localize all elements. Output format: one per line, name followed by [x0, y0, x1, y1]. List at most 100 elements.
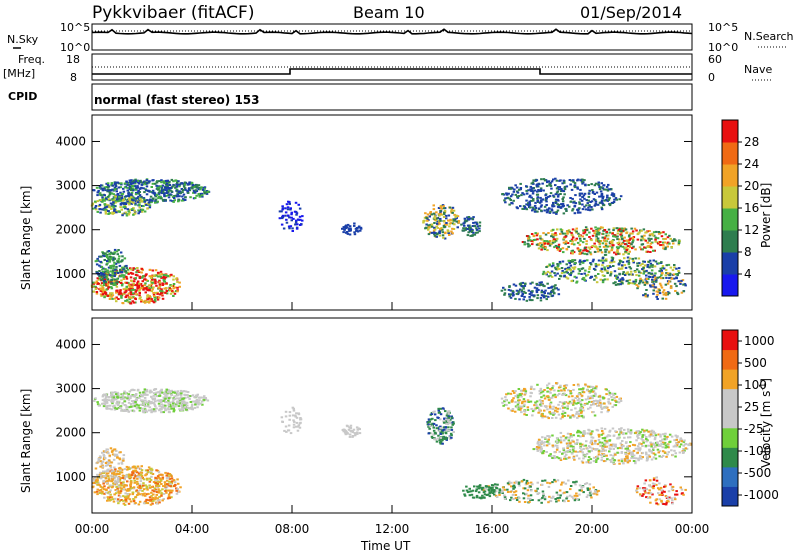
echo-cell: [165, 292, 169, 295]
echo-cell: [141, 284, 144, 287]
echo-cell: [101, 208, 104, 211]
echo-cell: [180, 409, 183, 412]
echo-cell: [611, 392, 614, 395]
echo-cell: [551, 204, 554, 207]
echo-cell: [100, 184, 103, 187]
echo-cell: [530, 294, 533, 297]
echo-cell: [149, 277, 153, 279]
echo-cell: [598, 399, 602, 402]
echo-cell: [194, 400, 197, 403]
echo-cell: [652, 259, 655, 262]
echo-cell: [597, 273, 600, 275]
echo-cell: [642, 260, 645, 263]
echo-cell: [614, 253, 618, 256]
echo-cell: [533, 189, 537, 192]
echo-cell: [103, 204, 107, 207]
echo-cell: [542, 270, 546, 273]
echo-cell: [108, 399, 111, 402]
echo-cell: [129, 288, 132, 290]
echo-cell: [178, 195, 181, 198]
echo-cell: [349, 229, 352, 232]
echo-cell: [600, 411, 603, 414]
echo-cell: [136, 483, 139, 486]
echo-cell: [119, 271, 123, 274]
echo-cell: [134, 401, 137, 403]
echo-cell: [96, 493, 99, 496]
echo-cell: [515, 206, 519, 209]
echo-cell: [138, 391, 142, 394]
echo-cell: [662, 289, 666, 292]
echo-cell: [122, 502, 126, 505]
echo-cell: [96, 191, 99, 194]
echo-cell: [559, 248, 563, 251]
echo-cell: [201, 186, 205, 189]
echo-cell: [540, 243, 544, 246]
echo-cell: [113, 248, 117, 251]
echo-cell: [98, 186, 102, 189]
echo-cell: [160, 492, 163, 495]
echo-cell: [126, 201, 130, 204]
echo-cell: [178, 285, 181, 288]
echo-cell: [292, 409, 296, 412]
echo-cell: [429, 432, 433, 435]
echo-cell: [525, 185, 528, 188]
echo-cell: [444, 426, 447, 429]
echo-cell: [677, 267, 681, 270]
echo-cell: [602, 279, 605, 282]
echo-cell: [160, 276, 163, 279]
echo-cell: [638, 231, 641, 234]
echo-cell: [345, 231, 349, 233]
echo-cell: [581, 196, 584, 199]
echo-cell: [168, 408, 171, 411]
echo-cell: [509, 296, 513, 299]
echo-cell: [104, 268, 107, 271]
echo-cell: [651, 284, 655, 287]
echo-cell: [530, 233, 534, 235]
echo-cell: [529, 185, 533, 188]
echo-cell: [599, 249, 602, 252]
echo-cell: [517, 388, 521, 390]
echo-cell: [554, 200, 558, 203]
echo-cell: [181, 397, 184, 400]
echo-cell: [168, 287, 171, 290]
echo-cell: [124, 296, 127, 299]
echo-cell: [115, 300, 118, 303]
echo-cell: [133, 481, 136, 484]
echo-cell: [106, 250, 109, 253]
echo-cell: [439, 204, 443, 207]
echo-cell: [561, 189, 564, 192]
echo-cell: [294, 201, 298, 204]
echo-cell: [176, 190, 179, 193]
echo-cell: [154, 479, 157, 481]
echo-cell: [594, 226, 597, 229]
echo-cell: [154, 291, 157, 294]
echo-cell: [604, 259, 608, 262]
echo-cell: [140, 196, 143, 199]
echo-cell: [96, 257, 99, 260]
echo-cell: [116, 260, 119, 263]
echo-cell: [646, 241, 649, 244]
echo-cell: [110, 398, 114, 401]
echo-cell: [560, 389, 563, 392]
echo-cell: [462, 229, 465, 232]
echo-cell: [505, 393, 508, 396]
echo-cell: [164, 487, 167, 490]
echo-cell: [604, 244, 608, 247]
echo-cell: [437, 213, 441, 216]
echo-cell: [120, 481, 123, 484]
echo-cell: [654, 240, 657, 243]
echo-cell: [615, 235, 618, 238]
echo-cell: [567, 229, 571, 232]
echo-cell: [627, 263, 631, 266]
echo-cell: [456, 226, 459, 229]
echo-cell: [141, 208, 145, 211]
echo-cell: [132, 402, 135, 405]
echo-cell: [107, 462, 111, 464]
echo-cell: [507, 407, 510, 410]
echo-cell: [147, 189, 150, 192]
echo-cell: [110, 450, 114, 453]
echo-cell: [501, 193, 505, 195]
echo-cell: [444, 410, 447, 413]
echo-cell: [676, 293, 680, 296]
echo-cell: [549, 401, 553, 404]
